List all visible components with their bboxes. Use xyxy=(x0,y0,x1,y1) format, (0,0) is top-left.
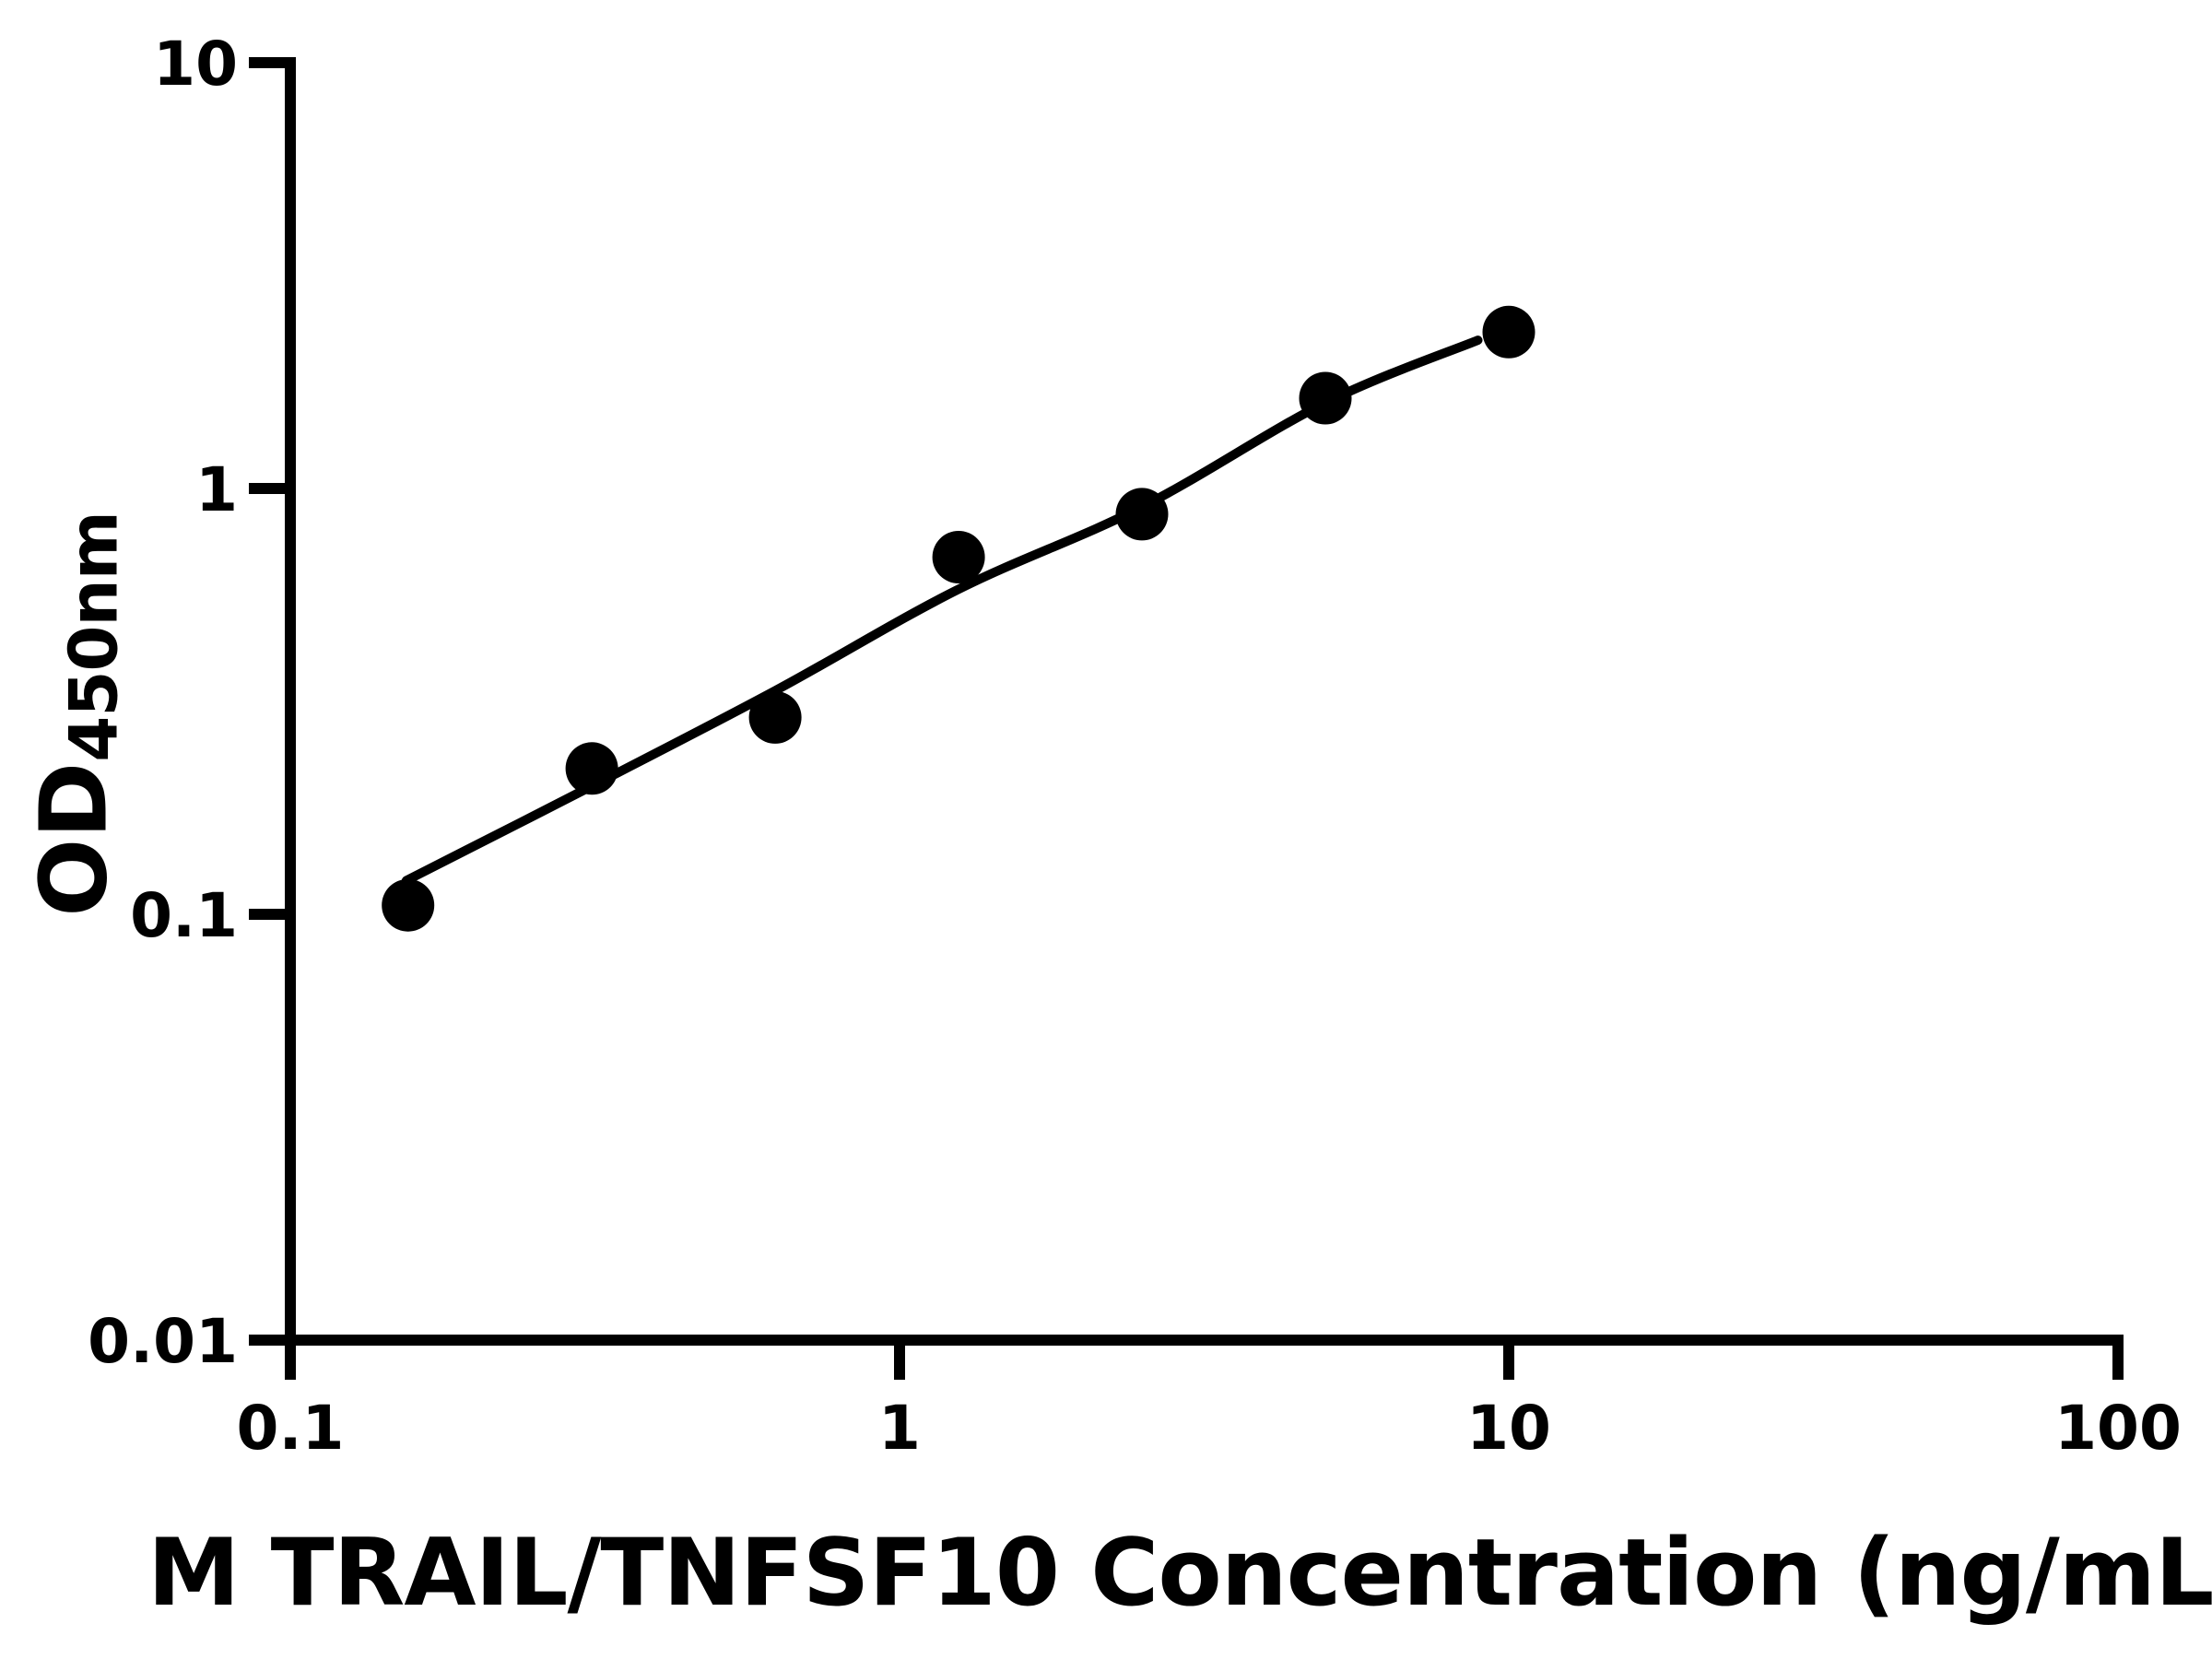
y-tick-label: 1 xyxy=(195,454,238,525)
x-tick-label: 0.1 xyxy=(237,1393,345,1464)
data-point xyxy=(1482,305,1535,359)
data-point xyxy=(382,878,435,932)
x-tick-label: 1 xyxy=(878,1393,921,1464)
data-point xyxy=(565,742,618,795)
data-point xyxy=(932,531,985,583)
x-axis-title: M TRAIL/TNFSF10 Concentration (ng/mL xyxy=(147,1518,2212,1627)
x-tick-label: 10 xyxy=(1466,1393,1551,1464)
y-axis-title-main: OD xyxy=(19,761,128,917)
y-tick-label: 0.1 xyxy=(130,880,238,951)
y-tick-label: 10 xyxy=(153,29,238,100)
y-axis-title: OD450nm xyxy=(20,512,133,917)
data-point xyxy=(748,690,802,744)
y-axis-title-subscript: 450nm xyxy=(54,512,133,762)
y-tick-label: 0.01 xyxy=(88,1306,238,1377)
data-point xyxy=(1115,488,1169,541)
data-point xyxy=(1299,371,1352,425)
x-tick-label: 100 xyxy=(2054,1393,2182,1464)
axis-spine xyxy=(251,57,2124,1380)
